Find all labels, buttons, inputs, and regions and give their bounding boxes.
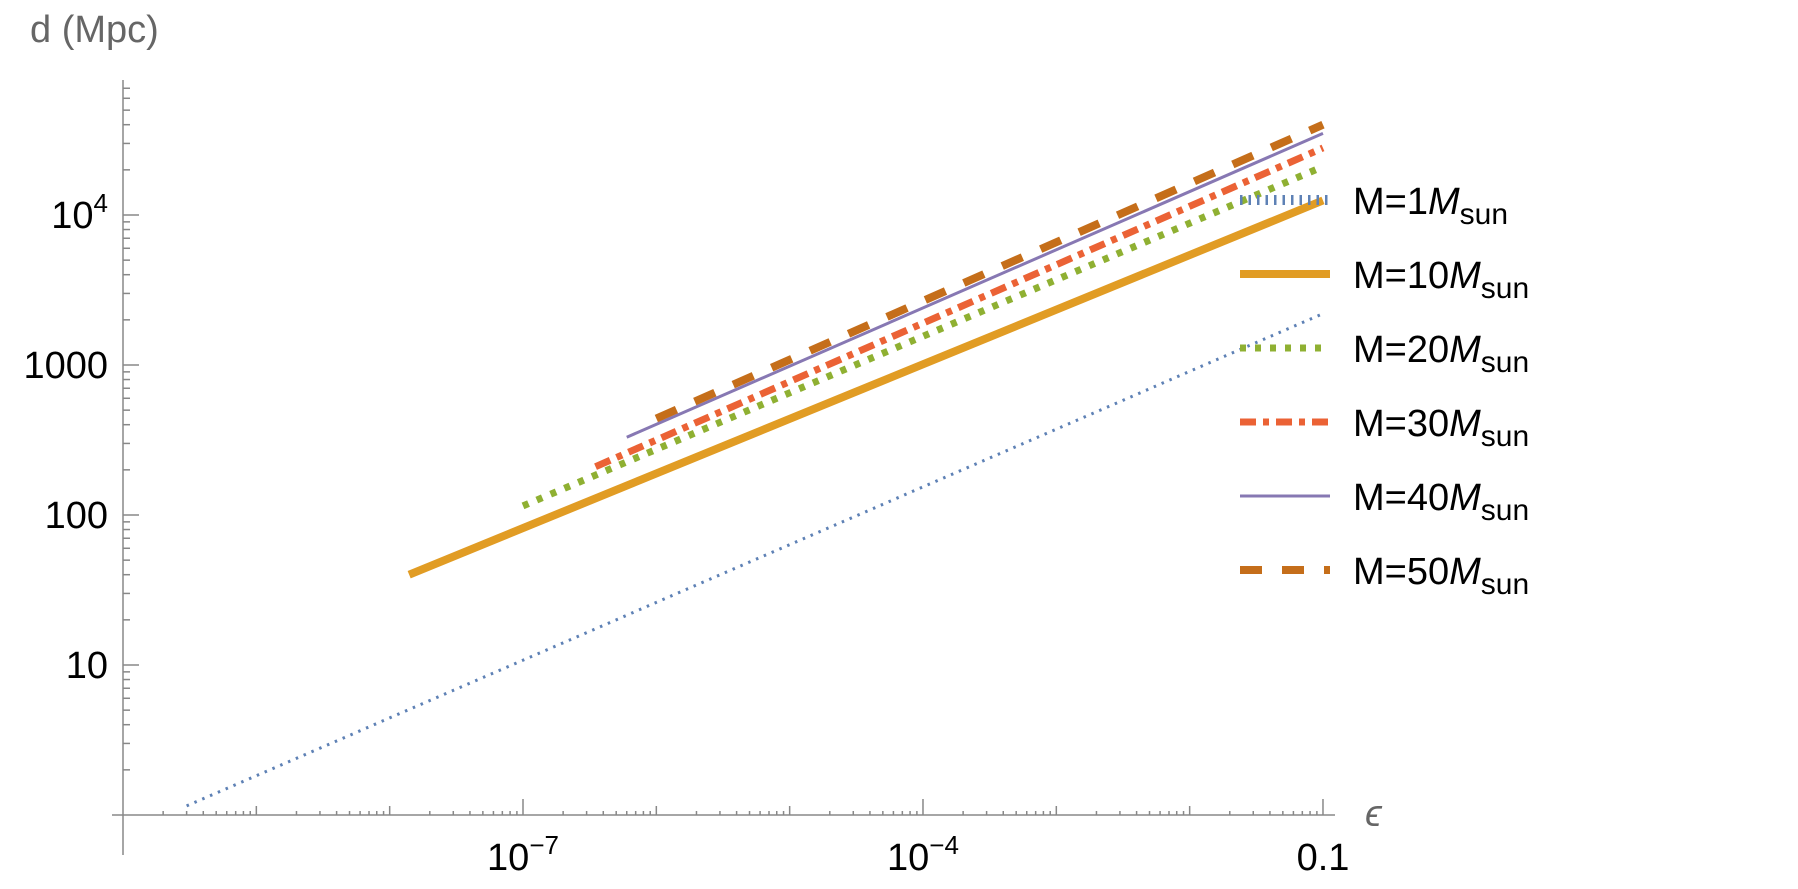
- legend-label-5: M=40Msun: [1353, 477, 1529, 527]
- legend: M=1Msun M=10Msun M=20Msun M=30Msun M=40Msun M…: [1240, 181, 1529, 601]
- x-tick-label: 10−7: [487, 830, 559, 879]
- legend-label-2: M=10Msun: [1353, 255, 1529, 305]
- y-tick-label: 104: [51, 188, 108, 237]
- series-layer: [186, 121, 1325, 808]
- y-tick-label: 100: [45, 495, 108, 537]
- x-tick-label: 10−4: [887, 830, 959, 879]
- legend-label-4: M=30Msun: [1353, 403, 1529, 453]
- x-axis-title: ϵ: [1365, 793, 1383, 835]
- axes: [112, 80, 1335, 855]
- y-tick-label: 1000: [23, 345, 108, 387]
- series-line-6: [654, 121, 1325, 423]
- series-line-3: [521, 163, 1325, 510]
- legend-label-3: M=20Msun: [1353, 329, 1529, 379]
- series-line-1: [186, 312, 1324, 808]
- tick-labels: 10−7 10−4 0.1 10 100 1000 104: [23, 188, 1349, 879]
- series-line-4: [594, 144, 1325, 470]
- x-tick-label: 0.1: [1297, 837, 1350, 879]
- legend-label-1: M=1Msun: [1353, 181, 1508, 231]
- series-line-2: [407, 196, 1325, 579]
- legend-label-6: M=50Msun: [1353, 551, 1529, 601]
- y-axis-title: d (Mpc): [30, 9, 159, 51]
- series-line-5: [626, 132, 1324, 439]
- y-tick-label: 10: [66, 645, 108, 687]
